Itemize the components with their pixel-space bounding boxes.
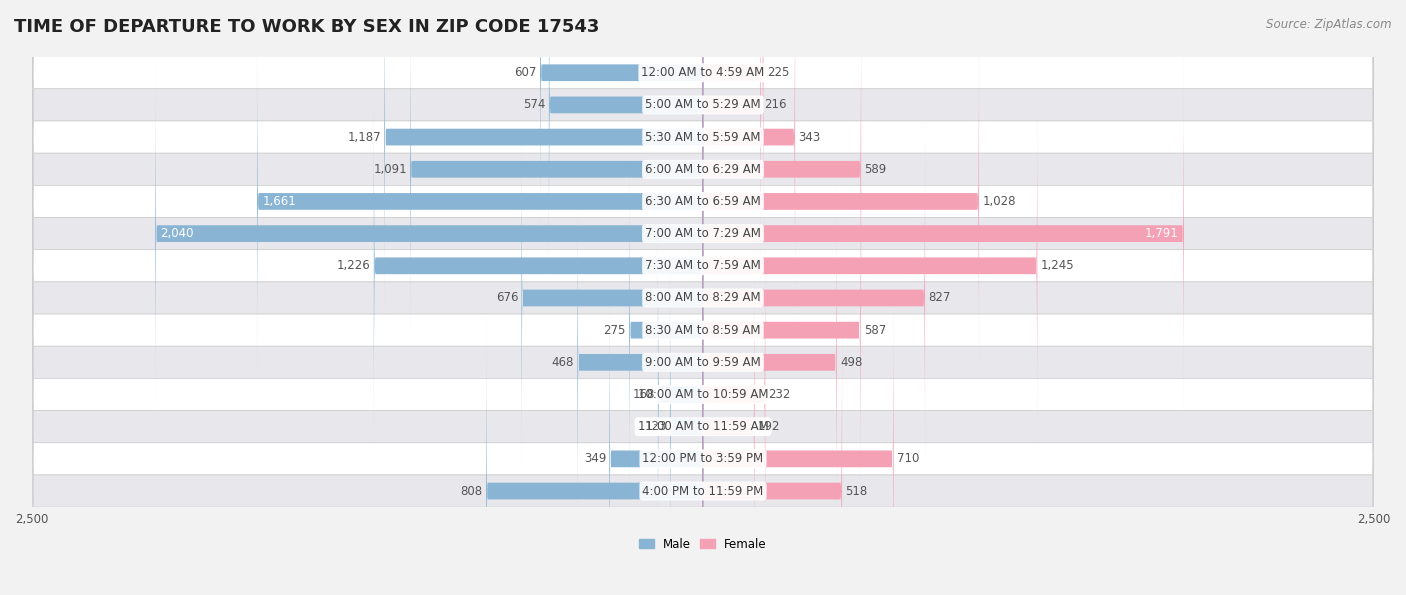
- Text: 1,028: 1,028: [983, 195, 1015, 208]
- FancyBboxPatch shape: [32, 0, 1374, 475]
- FancyBboxPatch shape: [628, 145, 703, 515]
- Text: 6:00 AM to 6:29 AM: 6:00 AM to 6:29 AM: [645, 163, 761, 176]
- FancyBboxPatch shape: [32, 0, 1374, 411]
- Text: 5:30 AM to 5:59 AM: 5:30 AM to 5:59 AM: [645, 130, 761, 143]
- Text: 225: 225: [766, 66, 789, 79]
- Text: 10:00 AM to 10:59 AM: 10:00 AM to 10:59 AM: [638, 388, 768, 401]
- Text: 587: 587: [863, 324, 886, 337]
- Text: 1,661: 1,661: [263, 195, 297, 208]
- Text: 827: 827: [928, 292, 950, 305]
- FancyBboxPatch shape: [703, 242, 755, 595]
- Text: 676: 676: [496, 292, 519, 305]
- Text: 5:00 AM to 5:29 AM: 5:00 AM to 5:29 AM: [645, 98, 761, 111]
- FancyBboxPatch shape: [32, 0, 1374, 443]
- Text: 808: 808: [461, 484, 482, 497]
- Text: 6:30 AM to 6:59 AM: 6:30 AM to 6:59 AM: [645, 195, 761, 208]
- FancyBboxPatch shape: [32, 24, 1374, 507]
- FancyBboxPatch shape: [32, 0, 1374, 314]
- FancyBboxPatch shape: [32, 153, 1374, 595]
- FancyBboxPatch shape: [703, 145, 860, 515]
- FancyBboxPatch shape: [658, 210, 703, 579]
- Text: 1,091: 1,091: [373, 163, 406, 176]
- FancyBboxPatch shape: [374, 81, 703, 450]
- Text: 607: 607: [515, 66, 537, 79]
- FancyBboxPatch shape: [703, 306, 842, 595]
- Text: 1,245: 1,245: [1040, 259, 1074, 273]
- Legend: Male, Female: Male, Female: [634, 533, 772, 555]
- FancyBboxPatch shape: [703, 178, 837, 547]
- Text: 7:00 AM to 7:29 AM: 7:00 AM to 7:29 AM: [645, 227, 761, 240]
- Text: 2,040: 2,040: [160, 227, 194, 240]
- Text: 518: 518: [845, 484, 868, 497]
- FancyBboxPatch shape: [703, 49, 1184, 418]
- Text: 11:00 AM to 11:59 AM: 11:00 AM to 11:59 AM: [638, 420, 768, 433]
- FancyBboxPatch shape: [703, 0, 796, 322]
- Text: 574: 574: [523, 98, 546, 111]
- Text: 123: 123: [644, 420, 666, 433]
- Text: 12:00 AM to 4:59 AM: 12:00 AM to 4:59 AM: [641, 66, 765, 79]
- FancyBboxPatch shape: [32, 186, 1374, 595]
- Text: 7:30 AM to 7:59 AM: 7:30 AM to 7:59 AM: [645, 259, 761, 273]
- FancyBboxPatch shape: [32, 57, 1374, 539]
- Text: 468: 468: [551, 356, 574, 369]
- FancyBboxPatch shape: [703, 210, 765, 579]
- FancyBboxPatch shape: [703, 113, 925, 483]
- FancyBboxPatch shape: [32, 89, 1374, 571]
- FancyBboxPatch shape: [548, 0, 703, 290]
- FancyBboxPatch shape: [32, 0, 1374, 346]
- Text: 216: 216: [765, 98, 787, 111]
- Text: TIME OF DEPARTURE TO WORK BY SEX IN ZIP CODE 17543: TIME OF DEPARTURE TO WORK BY SEX IN ZIP …: [14, 18, 599, 36]
- Text: 343: 343: [799, 130, 821, 143]
- FancyBboxPatch shape: [578, 178, 703, 547]
- Text: 232: 232: [769, 388, 792, 401]
- FancyBboxPatch shape: [703, 0, 860, 354]
- Text: 4:00 PM to 11:59 PM: 4:00 PM to 11:59 PM: [643, 484, 763, 497]
- Text: 1,187: 1,187: [347, 130, 381, 143]
- FancyBboxPatch shape: [411, 0, 703, 354]
- FancyBboxPatch shape: [703, 81, 1038, 450]
- Text: 1,226: 1,226: [337, 259, 371, 273]
- FancyBboxPatch shape: [540, 0, 703, 258]
- FancyBboxPatch shape: [522, 113, 703, 483]
- Text: 168: 168: [633, 388, 655, 401]
- Text: 710: 710: [897, 452, 920, 465]
- FancyBboxPatch shape: [32, 218, 1374, 595]
- FancyBboxPatch shape: [703, 0, 763, 258]
- FancyBboxPatch shape: [32, 250, 1374, 595]
- Text: 1,791: 1,791: [1144, 227, 1178, 240]
- FancyBboxPatch shape: [703, 0, 761, 290]
- FancyBboxPatch shape: [257, 17, 703, 386]
- Text: 8:00 AM to 8:29 AM: 8:00 AM to 8:29 AM: [645, 292, 761, 305]
- FancyBboxPatch shape: [486, 306, 703, 595]
- Text: 12:00 PM to 3:59 PM: 12:00 PM to 3:59 PM: [643, 452, 763, 465]
- FancyBboxPatch shape: [671, 242, 703, 595]
- FancyBboxPatch shape: [32, 121, 1374, 595]
- Text: 589: 589: [865, 163, 887, 176]
- Text: 275: 275: [603, 324, 626, 337]
- FancyBboxPatch shape: [609, 274, 703, 595]
- Text: 9:00 AM to 9:59 AM: 9:00 AM to 9:59 AM: [645, 356, 761, 369]
- Text: 498: 498: [839, 356, 862, 369]
- Text: 8:30 AM to 8:59 AM: 8:30 AM to 8:59 AM: [645, 324, 761, 337]
- Text: Source: ZipAtlas.com: Source: ZipAtlas.com: [1267, 18, 1392, 31]
- FancyBboxPatch shape: [384, 0, 703, 322]
- Text: 349: 349: [583, 452, 606, 465]
- FancyBboxPatch shape: [703, 274, 894, 595]
- FancyBboxPatch shape: [32, 0, 1374, 378]
- FancyBboxPatch shape: [703, 17, 979, 386]
- Text: 192: 192: [758, 420, 780, 433]
- FancyBboxPatch shape: [155, 49, 703, 418]
